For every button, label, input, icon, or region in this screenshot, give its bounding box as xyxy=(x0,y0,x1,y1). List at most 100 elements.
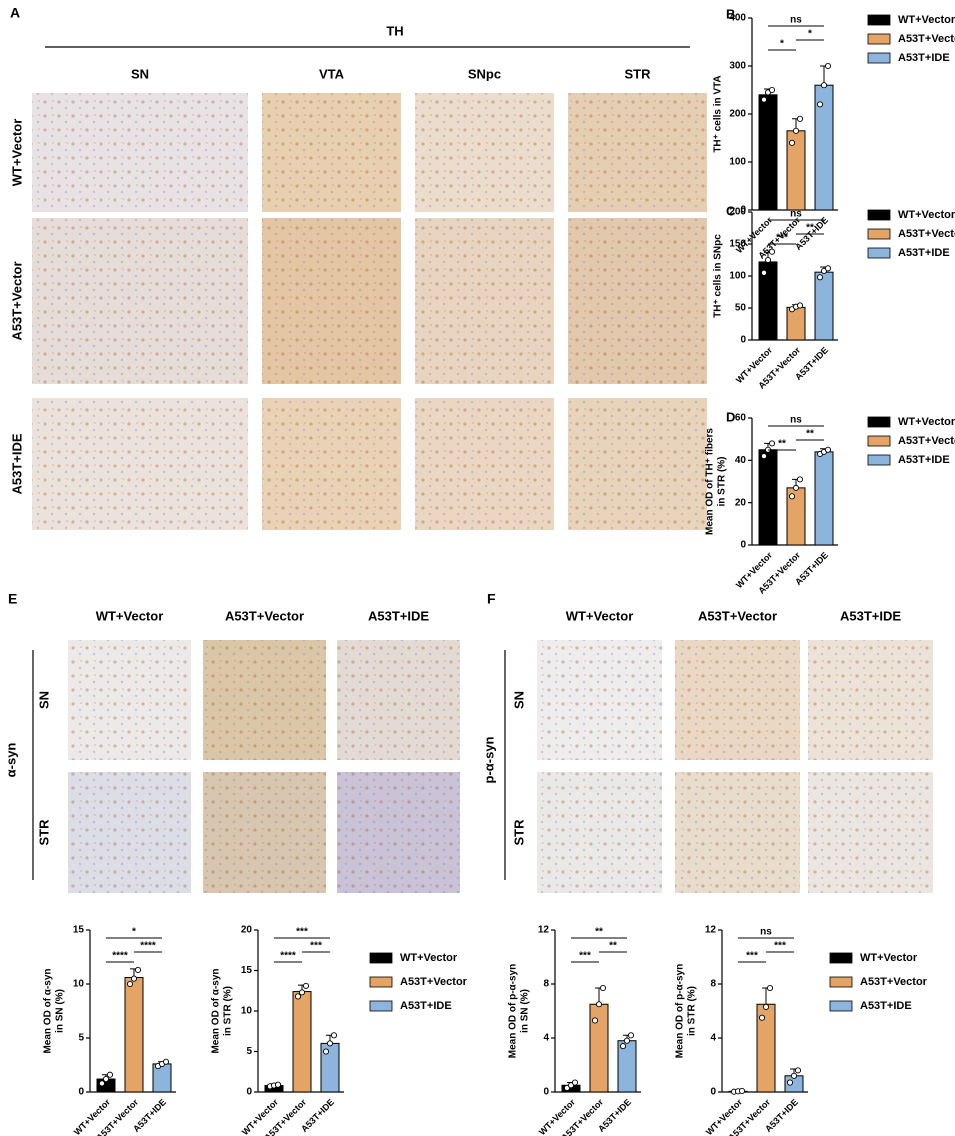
legend-label: A53T+IDE xyxy=(898,454,950,466)
y-tick-label: 200 xyxy=(729,207,746,218)
micrograph-texture xyxy=(203,772,326,893)
stain-label: p-α-syn xyxy=(481,736,496,783)
legend-label: A53T+Vector xyxy=(898,228,955,240)
region-label: SNpc xyxy=(468,66,501,81)
legend-swatch xyxy=(369,1000,393,1012)
bar xyxy=(814,271,834,341)
significance-label: ** xyxy=(778,439,786,450)
micrograph-texture xyxy=(415,398,554,530)
y-tick-label: 15 xyxy=(241,965,253,976)
legend-swatch xyxy=(829,1000,853,1012)
legend-label: WT+Vector xyxy=(400,952,458,964)
micrograph-texture xyxy=(337,772,460,893)
data-point xyxy=(824,265,832,272)
legend-label: A53T+IDE xyxy=(860,1000,912,1012)
group-label: A53T+IDE xyxy=(368,608,429,623)
data-point xyxy=(326,1040,334,1047)
region-label: STR xyxy=(625,66,652,81)
data-point xyxy=(824,446,832,453)
legend-swatch xyxy=(867,209,891,221)
legend-label: A53T+IDE xyxy=(898,247,950,259)
significance-label: *** xyxy=(296,927,308,938)
y-tick-label: 100 xyxy=(729,157,746,168)
data-point xyxy=(766,985,774,992)
data-point xyxy=(790,1072,798,1079)
significance-label: ** xyxy=(609,941,617,952)
significance-label: *** xyxy=(310,941,322,952)
significance-label: * xyxy=(132,927,136,938)
y-tick-label: 8 xyxy=(710,979,716,990)
region-label: STR xyxy=(511,819,526,846)
data-point xyxy=(162,1058,170,1065)
legend-label: A53T+IDE xyxy=(898,52,950,64)
y-tick-label: 150 xyxy=(729,239,746,250)
y-axis-label: Mean OD of α-syn xyxy=(211,968,222,1053)
y-tick-label: 15 xyxy=(73,925,85,936)
data-point xyxy=(762,1003,770,1011)
y-tick-label: 20 xyxy=(735,497,747,508)
data-point xyxy=(627,1032,635,1039)
micrograph-texture xyxy=(808,640,933,760)
region-label: SN xyxy=(131,66,149,81)
y-tick-label: 10 xyxy=(241,1006,253,1017)
bar xyxy=(617,1040,637,1093)
significance-label: ** xyxy=(806,223,814,234)
data-point xyxy=(619,1043,627,1050)
data-point xyxy=(792,484,800,491)
y-axis-label: TH⁺ cells in VTA xyxy=(713,75,724,152)
region-label: SN xyxy=(36,691,51,709)
group-label: WT+Vector xyxy=(566,608,634,623)
y-tick-label: 100 xyxy=(729,271,746,282)
data-point xyxy=(816,101,824,108)
region-label: SN xyxy=(511,691,526,709)
group-label: A53T+Vector xyxy=(698,608,777,623)
micrograph-texture xyxy=(415,218,554,384)
data-point xyxy=(738,1087,746,1094)
significance-label: *** xyxy=(579,951,591,962)
data-point xyxy=(788,493,796,500)
y-tick-label: 5 xyxy=(78,1033,84,1044)
y-tick-label: 0 xyxy=(543,1087,549,1098)
legend-swatch xyxy=(867,416,891,428)
y-tick-label: 20 xyxy=(241,925,253,936)
data-point xyxy=(294,993,302,1000)
data-point xyxy=(768,440,776,447)
data-point xyxy=(824,62,832,70)
significance-label: * xyxy=(808,29,812,40)
data-point xyxy=(623,1037,631,1044)
y-tick-label: 60 xyxy=(735,413,747,424)
legend-swatch xyxy=(867,247,891,259)
data-point xyxy=(796,302,804,309)
data-point xyxy=(760,96,768,103)
y-axis-label: in STR (%) xyxy=(687,986,698,1036)
y-tick-label: 4 xyxy=(710,1033,716,1044)
y-tick-label: 0 xyxy=(78,1087,84,1098)
y-axis-label: Mean OD of p-α-syn xyxy=(508,964,519,1058)
y-tick-label: 0 xyxy=(710,1087,716,1098)
bar xyxy=(758,449,778,546)
data-point xyxy=(102,1075,110,1083)
panel-letter: E xyxy=(8,591,17,607)
legend-label: A53T+Vector xyxy=(898,435,955,447)
significance-label: *** xyxy=(774,941,786,952)
micrograph-texture xyxy=(415,93,554,212)
panel-letter: C xyxy=(726,203,736,218)
legend-label: A53T+IDE xyxy=(400,1000,452,1012)
legend-swatch xyxy=(369,976,393,988)
significance-label: ns xyxy=(790,209,802,220)
region-label: VTA xyxy=(319,66,345,81)
bar xyxy=(786,306,806,341)
data-point xyxy=(322,1048,330,1055)
micrograph-texture xyxy=(337,640,460,760)
y-tick-label: 400 xyxy=(729,13,746,24)
bar xyxy=(814,451,834,546)
y-tick-label: 5 xyxy=(246,1046,252,1057)
significance-label: **** xyxy=(112,951,128,962)
stain-label: TH xyxy=(386,23,403,38)
legend-swatch xyxy=(867,33,891,45)
group-label: WT+Vector xyxy=(9,119,24,187)
y-axis-label: TH⁺ cells in SNpc xyxy=(713,234,724,318)
y-axis-label: in SN (%) xyxy=(55,989,66,1033)
